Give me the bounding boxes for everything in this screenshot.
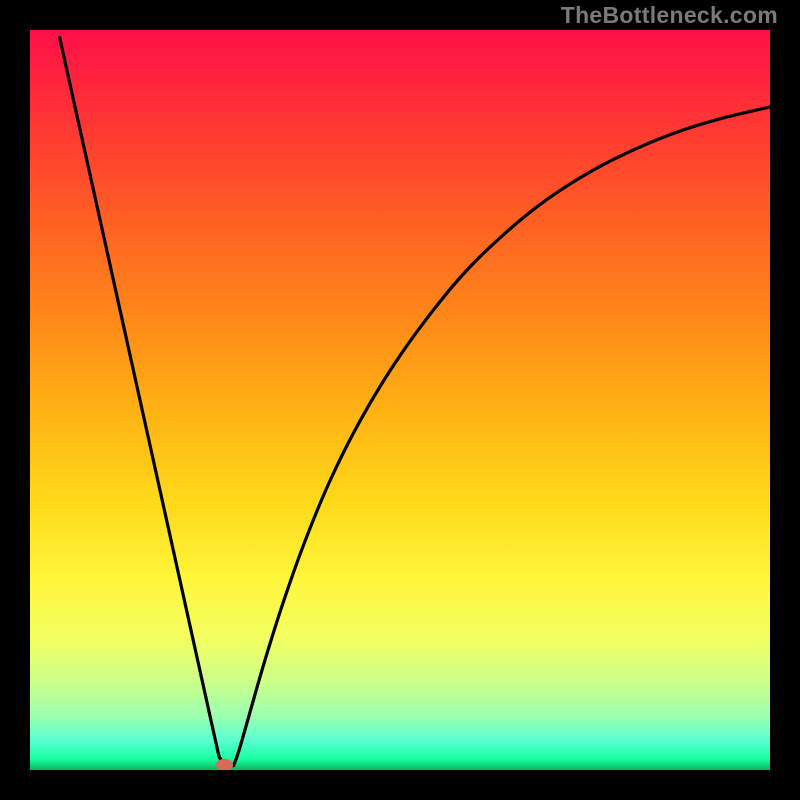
bottleneck-curve bbox=[0, 0, 800, 800]
bottleneck-plot: TheBottleneck.com bbox=[0, 0, 800, 800]
watermark-label: TheBottleneck.com bbox=[561, 2, 778, 29]
minimum-marker bbox=[216, 759, 232, 772]
